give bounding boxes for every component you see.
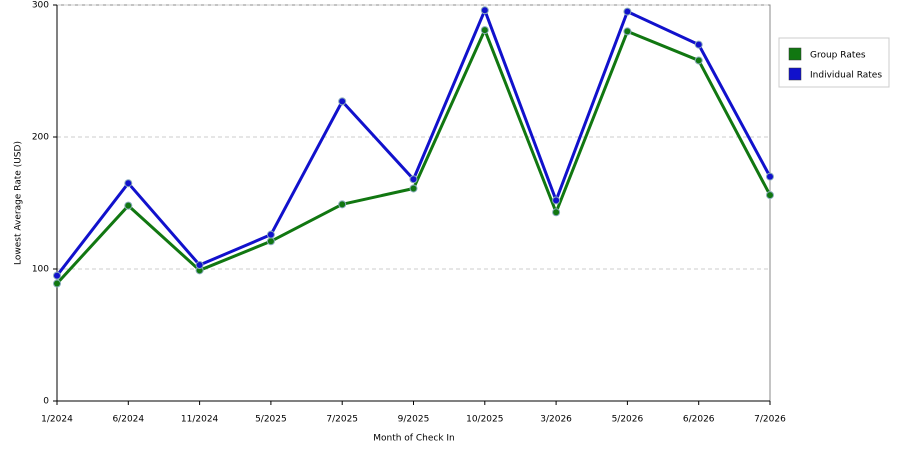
x-tick-label: 5/2026 [612,415,644,425]
x-tick-label: 3/2026 [540,415,572,425]
data-point [766,191,774,200]
data-point [623,7,632,16]
y-axis-label: Lowest Average Rate (USD) [14,141,24,265]
data-point [338,200,347,209]
data-point [53,271,61,280]
y-tick-label: 100 [32,265,49,275]
legend-swatch [788,67,802,81]
plot-area [56,4,771,402]
data-point [409,184,418,193]
data-point [266,237,275,246]
x-tick-label: 10/2025 [466,415,503,425]
data-point [694,40,703,49]
x-tick-label: 5/2025 [255,415,287,425]
legend-label: Individual Rates [810,71,882,81]
data-point [124,179,133,188]
y-tick-label: 300 [32,1,49,11]
x-tick-label: 11/2024 [181,415,219,425]
data-point [552,208,561,217]
data-point [195,261,204,270]
legend-swatch [788,47,802,61]
data-point [266,230,275,239]
data-point [480,26,489,35]
data-point [623,27,632,36]
x-axis-label: Month of Check In [373,434,455,444]
x-tick-label: 1/2024 [41,415,73,425]
data-point [694,56,703,65]
data-point [766,172,774,181]
x-tick-label: 9/2025 [398,415,430,425]
x-tick-label: 6/2024 [112,415,144,425]
data-point [409,175,418,184]
x-tick-label: 7/2025 [326,415,358,425]
data-point [124,201,133,210]
x-tick-label: 7/2026 [754,415,786,425]
data-point [552,196,561,205]
data-point [53,279,61,288]
data-point [480,6,489,15]
y-tick-label: 200 [32,133,49,143]
legend-label: Group Rates [810,51,866,61]
data-point [338,97,347,106]
y-tick-label: 0 [43,397,49,407]
x-tick-label: 6/2026 [683,415,715,425]
